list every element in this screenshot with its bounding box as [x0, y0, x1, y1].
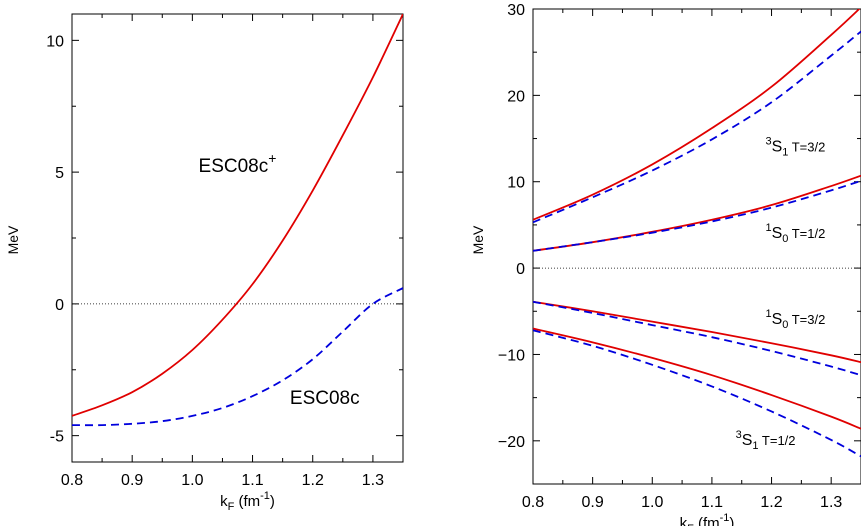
x-label-close: ) — [729, 515, 734, 526]
annotation-tail: T=1/2 — [788, 226, 825, 241]
series-line-1 — [533, 9, 861, 221]
x-tick-label: 1.2 — [760, 494, 782, 511]
series-line-8 — [533, 329, 861, 458]
annotation-base: S — [772, 225, 783, 242]
y-tick-label: -5 — [50, 429, 64, 446]
annotation-3s1-t12: 3S1 T=1/2 — [736, 429, 796, 452]
series-line-1 — [72, 14, 403, 417]
annotation-esc08c-plus: ESC08c+ — [199, 150, 277, 177]
x-tick-label: 1.1 — [701, 494, 723, 511]
x-tick-label: 0.8 — [522, 494, 544, 511]
x-label-unit: (fm — [694, 515, 720, 526]
y-tick-label: 5 — [55, 165, 64, 182]
x-axis-label: kF (fm-1) — [220, 490, 275, 513]
y-tick-label: 20 — [507, 88, 525, 105]
annotation-sub: 1 — [782, 147, 788, 159]
annotation-base: S — [772, 311, 783, 328]
x-tick-label: 1.1 — [241, 472, 263, 489]
annotation-text: ESC08c — [199, 156, 269, 177]
x-tick-label: 1.3 — [362, 472, 384, 489]
annotation-pre: 1 — [765, 222, 771, 234]
x-label-close: ) — [270, 493, 275, 510]
series-line-5 — [533, 300, 861, 364]
annotation-tail: T=1/2 — [759, 433, 796, 448]
x-tick-label: 1.0 — [181, 472, 203, 489]
x-axis-label: kF (fm-1) — [680, 512, 735, 526]
x-tick-label: 0.9 — [121, 472, 143, 489]
series-line-7 — [533, 327, 861, 430]
y-tick-label: 0 — [55, 297, 64, 314]
y-tick-label: 30 — [507, 2, 525, 19]
series-line-6 — [533, 300, 861, 377]
x-tick-label: 0.8 — [61, 472, 83, 489]
series-line-3 — [533, 174, 861, 252]
chart-panel-1: 0.8 0.9 1.0 1.1 1.2 1.3 -5 0 5 10 MeV kF (fm-1) ESC0… — [5, 13, 404, 513]
annotation-sup: + — [268, 150, 276, 166]
annotation-sub: 0 — [782, 233, 788, 245]
x-label-sub: F — [228, 501, 235, 513]
x-tick-label: 1.2 — [302, 472, 324, 489]
y-tick-label: −10 — [498, 347, 525, 364]
annotation-text: ESC08c — [290, 388, 360, 409]
x-tick-label: 1.0 — [641, 494, 663, 511]
y-axis-label: MeV — [5, 225, 21, 254]
series-line-2 — [72, 287, 403, 427]
x-label-sub: F — [687, 523, 694, 526]
x-label-exp: -1 — [720, 512, 730, 524]
y-tick-label: −20 — [498, 434, 525, 451]
y-axis-label: MeV — [470, 225, 486, 254]
series-line-4 — [533, 180, 861, 252]
annotation-base: S — [772, 139, 783, 156]
annotation-base: S — [742, 432, 753, 449]
x-label-unit: (fm — [234, 493, 260, 510]
annotation-pre: 3 — [765, 136, 771, 148]
annotation-pre: 3 — [736, 429, 742, 441]
annotation-sub: 1 — [752, 440, 758, 452]
annotation-1s0-t32: 1S0 T=3/2 — [765, 308, 825, 331]
x-label-main: k — [220, 493, 228, 510]
x-label-exp: -1 — [260, 490, 270, 502]
chart-panel-2: 0.80.91.01.11.21.3−20−100102030MeVkF (fm… — [470, 2, 861, 526]
annotation-tail: T=3/2 — [788, 312, 825, 327]
annotation-1s0-t12: 1S0 T=1/2 — [765, 222, 825, 245]
annotation-3s1-t32: 3S1 T=3/2 — [765, 136, 825, 159]
x-tick-label: 0.9 — [582, 494, 604, 511]
y-tick-label: 0 — [516, 261, 525, 278]
annotation-pre: 1 — [765, 308, 771, 320]
annotation-sub: 0 — [782, 319, 788, 331]
annotation-esc08c: ESC08c — [290, 388, 360, 409]
x-label-main: k — [680, 515, 688, 526]
y-tick-label: 10 — [46, 33, 64, 50]
x-tick-label: 1.3 — [820, 494, 842, 511]
plot-frame — [532, 8, 861, 485]
y-tick-label: 10 — [507, 175, 525, 192]
series-line-2 — [533, 30, 861, 224]
annotation-tail: T=3/2 — [788, 140, 825, 155]
